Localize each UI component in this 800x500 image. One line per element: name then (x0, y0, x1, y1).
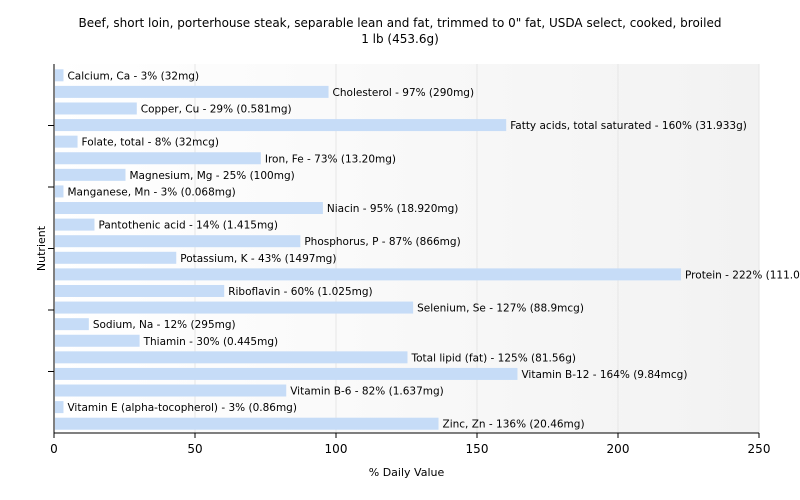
bar-label: Iron, Fe - 73% (13.20mg) (265, 153, 396, 165)
bar (55, 251, 177, 264)
bar-label: Phosphorus, P - 87% (866mg) (304, 236, 460, 248)
bar (55, 367, 518, 380)
bar-label: Selenium, Se - 127% (88.9mcg) (417, 303, 584, 315)
bar (55, 102, 137, 115)
bar-label: Potassium, K - 43% (1497mg) (180, 253, 336, 265)
bar (55, 301, 414, 314)
bar (55, 318, 89, 331)
chart-title: Beef, short loin, porterhouse steak, sep… (78, 16, 722, 30)
bar-label: Calcium, Ca - 3% (32mg) (67, 70, 199, 82)
y-axis-title: Nutrient (35, 225, 48, 271)
bar (55, 268, 682, 281)
bar-label: Riboflavin - 60% (1.025mg) (228, 286, 372, 298)
x-axis-title: % Daily Value (369, 466, 445, 479)
bar-label: Vitamin E (alpha-tocopherol) - 3% (0.86m… (67, 402, 297, 414)
bar (55, 152, 261, 165)
bar (55, 284, 225, 297)
bar-label: Niacin - 95% (18.920mg) (327, 203, 459, 215)
bar-label: Folate, total - 8% (32mcg) (82, 137, 219, 149)
bar-label: Sodium, Na - 12% (295mg) (93, 319, 236, 331)
bar (55, 135, 78, 148)
bar-label: Protein - 222% (111.00g) (685, 269, 800, 281)
bar (55, 185, 64, 198)
chart-subtitle: 1 lb (453.6g) (361, 32, 439, 46)
bar-label: Manganese, Mn - 3% (0.068mg) (67, 186, 235, 198)
x-tick-label: 200 (607, 442, 630, 456)
bar-label: Magnesium, Mg - 25% (100mg) (130, 170, 295, 182)
bar-label: Total lipid (fat) - 125% (81.56g) (411, 352, 576, 364)
x-tick-label: 0 (50, 442, 58, 456)
x-tick-label: 150 (466, 442, 489, 456)
bar (55, 334, 140, 347)
x-tick-label: 250 (748, 442, 771, 456)
bar-label: Thiamin - 30% (0.445mg) (143, 336, 279, 348)
bar-label: Copper, Cu - 29% (0.581mg) (141, 103, 292, 115)
bar (55, 384, 287, 397)
bar (55, 69, 64, 82)
bar (55, 235, 301, 248)
bar-label: Zinc, Zn - 136% (20.46mg) (443, 419, 585, 431)
bar (55, 85, 329, 98)
bar (55, 168, 126, 181)
bar-label: Pantothenic acid - 14% (1.415mg) (98, 220, 277, 232)
bar-label: Cholesterol - 97% (290mg) (333, 87, 475, 99)
x-tick-label: 50 (187, 442, 202, 456)
bar (55, 401, 64, 414)
bar (55, 202, 323, 215)
bar (55, 119, 507, 132)
bar (55, 417, 439, 430)
bar (55, 218, 95, 231)
bar (55, 351, 408, 364)
x-tick-label: 100 (325, 442, 348, 456)
bar-label: Vitamin B-6 - 82% (1.637mg) (290, 386, 444, 398)
bar-label: Vitamin B-12 - 164% (9.84mcg) (521, 369, 687, 381)
bar-label: Fatty acids, total saturated - 160% (31.… (510, 120, 747, 132)
